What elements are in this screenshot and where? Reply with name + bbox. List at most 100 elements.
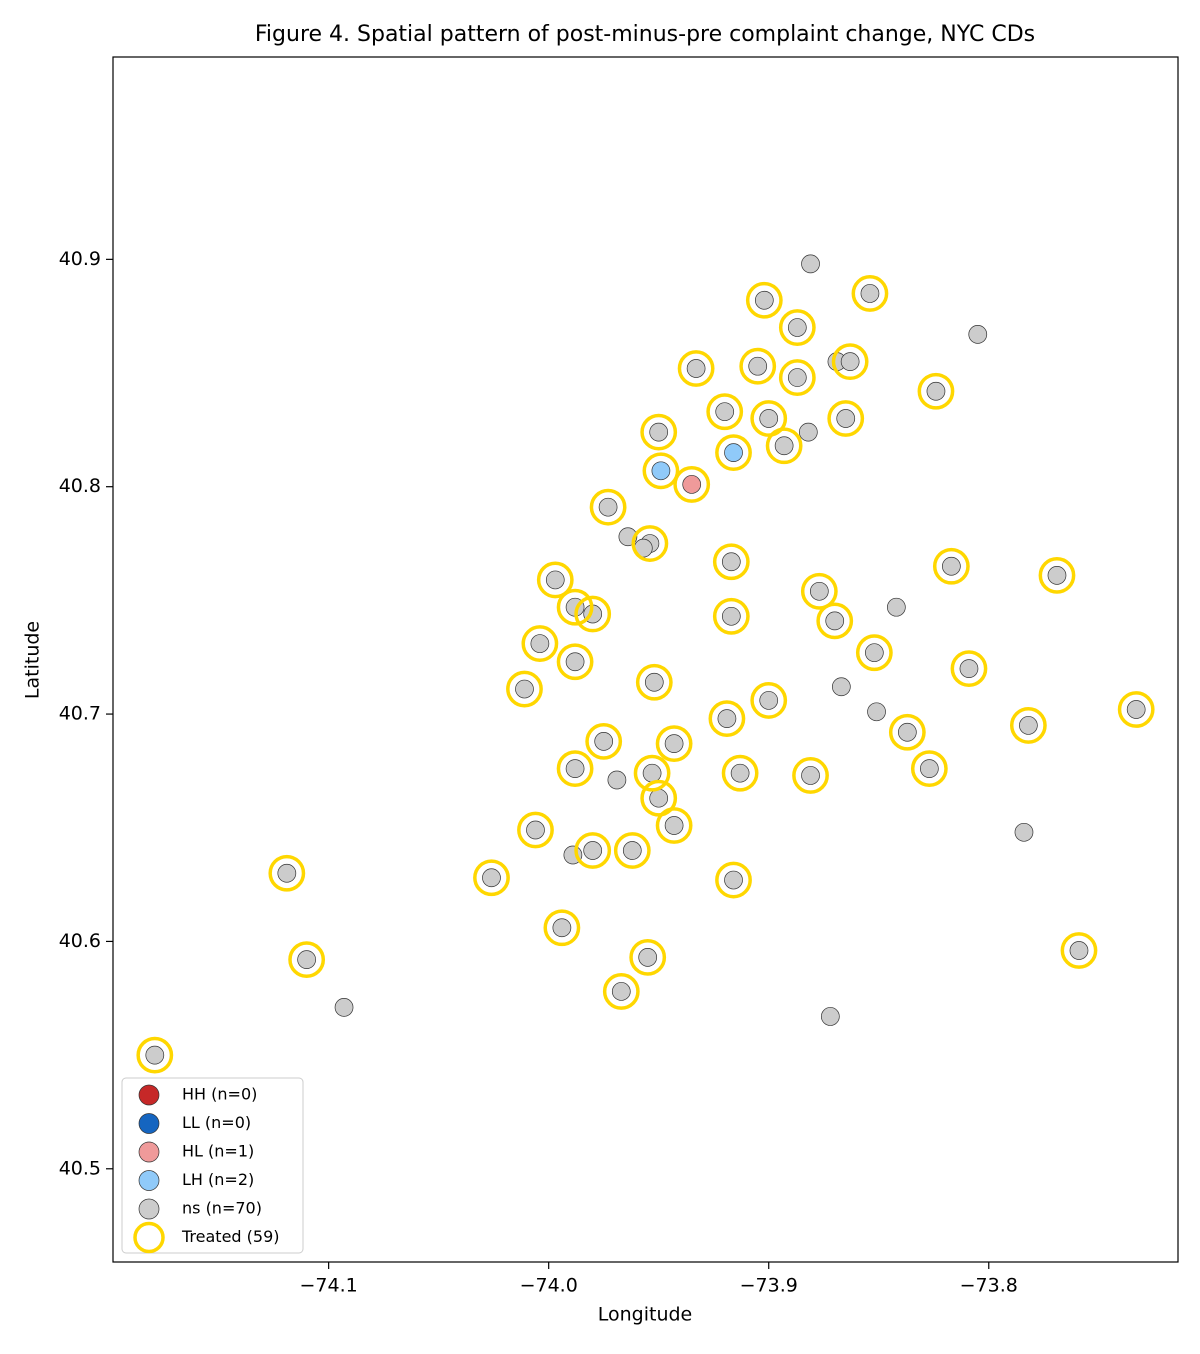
legend-label: HL (n=1) [182, 1142, 254, 1161]
treated-ring [715, 434, 752, 472]
treated-ring [932, 547, 970, 585]
point [715, 402, 735, 422]
point [545, 570, 565, 590]
point [530, 634, 550, 653]
point [642, 763, 662, 783]
point [787, 368, 807, 387]
treated-ring [655, 807, 693, 844]
point [1126, 700, 1146, 719]
treated-ring [1060, 932, 1098, 969]
treated-ring [521, 625, 559, 662]
treated-ring [708, 700, 746, 738]
point [651, 461, 671, 481]
treated-ring [635, 663, 673, 701]
treated-ring [750, 682, 788, 719]
treated-ring [640, 413, 678, 451]
point [594, 731, 614, 751]
point [664, 734, 684, 753]
treated-ring [543, 909, 581, 947]
y-axis-label: Latitude [22, 621, 44, 699]
point [277, 863, 297, 883]
point [801, 766, 820, 785]
point [598, 497, 618, 517]
treated-ring [574, 595, 612, 633]
treated-ring [855, 634, 893, 672]
treated-ring [917, 372, 955, 410]
point [721, 552, 741, 572]
treated-ring [268, 854, 306, 892]
legend-marker [138, 1170, 160, 1191]
point [686, 359, 706, 378]
chart-title: Figure 4. Spatial pattern of post-minus-… [255, 22, 1035, 47]
point [942, 556, 961, 576]
point [897, 722, 917, 742]
point [831, 677, 851, 697]
point [836, 409, 856, 428]
legend-marker [133, 1221, 165, 1254]
x-tick-label: −73.8 [960, 1275, 1018, 1297]
treated-ring [778, 359, 816, 396]
point [682, 475, 702, 494]
treated-ring [739, 347, 777, 385]
legend-label: HH (n=0) [182, 1085, 257, 1104]
treated-ring [136, 1036, 174, 1074]
point [759, 409, 779, 428]
y-tick-label: 40.5 [59, 1157, 101, 1179]
point [565, 759, 585, 778]
treated-ring [715, 861, 752, 899]
treated-ring [556, 643, 594, 681]
x-tick-label: −74.1 [300, 1275, 358, 1297]
point [638, 947, 658, 967]
treated-ring [655, 725, 693, 763]
point [820, 1007, 840, 1026]
treated-ring [778, 309, 816, 346]
treated-ring [765, 427, 803, 465]
treated-ring [556, 588, 594, 626]
legend-marker [138, 1141, 160, 1163]
point [145, 1045, 165, 1065]
point [1014, 822, 1034, 842]
treated-ring [585, 722, 623, 760]
point [774, 436, 794, 456]
point [515, 679, 534, 699]
treated-ring [712, 597, 750, 635]
treated-ring [712, 543, 750, 581]
treated-ring [640, 779, 678, 817]
point [840, 352, 860, 372]
treated-ring [706, 393, 744, 431]
point [644, 672, 664, 692]
point [787, 318, 807, 337]
point [583, 841, 603, 860]
treated-ring [631, 525, 669, 562]
treated-ring [506, 670, 543, 708]
point [622, 841, 642, 860]
point [886, 597, 906, 617]
point [730, 763, 750, 783]
point [552, 918, 572, 938]
legend-marker [138, 1113, 160, 1134]
treated-ring [602, 973, 640, 1010]
treated-ring [613, 832, 651, 869]
x-tick-label: −74.0 [520, 1275, 578, 1297]
point [860, 284, 880, 303]
legend-label: LL (n=0) [182, 1113, 251, 1132]
point [482, 868, 501, 888]
treated-ring [288, 941, 326, 979]
legend: HH (n=0) LL (n=0) HL (n=1) LH (n=2) ns (n=70… [121, 1077, 304, 1254]
treated-ring [556, 750, 594, 788]
treated-ring [950, 650, 988, 687]
treated-ring [1009, 707, 1047, 744]
treated-ring [851, 275, 889, 312]
point [809, 581, 829, 601]
treated-ring [800, 572, 838, 610]
treated-ring [517, 811, 554, 849]
point [959, 659, 979, 678]
point [664, 816, 684, 835]
treated-ring [574, 832, 612, 869]
point [968, 325, 988, 344]
treated-ring [473, 859, 510, 897]
point [920, 759, 939, 778]
point [724, 870, 743, 890]
treated-ring [536, 561, 574, 599]
